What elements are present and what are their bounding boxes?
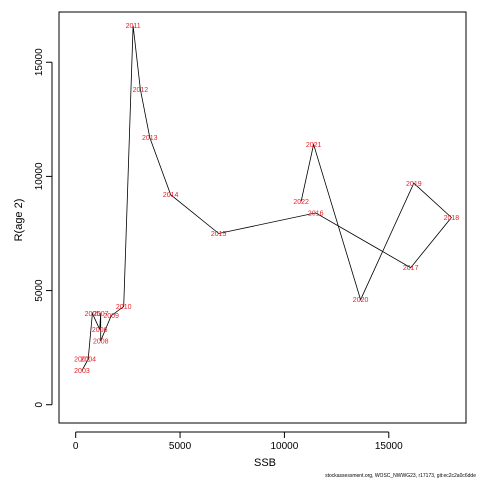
- year-label-2013: 2013: [142, 135, 158, 142]
- y-axis-title: R(age 2): [13, 199, 25, 242]
- year-label-2003: 2003: [74, 368, 90, 375]
- y-tick-label: 0: [34, 402, 45, 408]
- year-label-2016: 2016: [308, 210, 324, 217]
- x-tick-label: 10000: [271, 441, 299, 452]
- year-label-2017: 2017: [403, 265, 419, 272]
- year-label-2004: 2004: [80, 357, 96, 364]
- x-axis: 0 5000 10000 15000: [73, 431, 403, 452]
- x-tick-label: 15000: [375, 441, 403, 452]
- recruitment-series-line: [81, 25, 452, 371]
- plot-frame: [58, 11, 467, 424]
- year-labels: 2003 2004 2005 2006 2007 2008 2009 2010 2011 2012…: [74, 23, 459, 375]
- year-label-2022: 2022: [293, 199, 309, 206]
- year-label-2020: 2020: [353, 297, 369, 304]
- year-label-2018: 2018: [444, 215, 460, 222]
- year-label-2012: 2012: [133, 87, 149, 94]
- year-label-2021: 2021: [306, 142, 322, 149]
- year-label-2019: 2019: [406, 181, 422, 188]
- year-label-2015: 2015: [211, 231, 227, 238]
- y-axis: 0 5000 10000 15000: [34, 48, 53, 408]
- year-label-2011: 2011: [126, 23, 141, 30]
- year-label-2002: 2002: [74, 357, 90, 364]
- year-label-2009: 2009: [103, 313, 119, 320]
- year-label-2010: 2010: [116, 304, 132, 311]
- year-label-2008: 2008: [93, 338, 109, 345]
- footer-credit: stockassessment.org, WOSC_NWWG23, r17173…: [325, 473, 476, 479]
- year-label-2007: 2007: [93, 311, 109, 318]
- y-tick-label: 5000: [34, 279, 45, 302]
- year-label-2006: 2006: [92, 327, 108, 334]
- x-tick-label: 0: [73, 441, 79, 452]
- x-tick-label: 5000: [169, 441, 192, 452]
- y-tick-label: 10000: [34, 162, 45, 190]
- year-label-2005: 2005: [85, 311, 101, 318]
- x-axis-title: SSB: [254, 457, 276, 469]
- year-label-2014: 2014: [163, 192, 179, 199]
- y-tick-label: 15000: [34, 48, 45, 76]
